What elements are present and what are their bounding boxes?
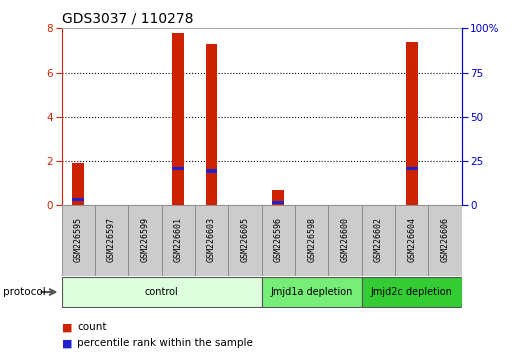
Bar <box>172 33 184 205</box>
Text: GSM226604: GSM226604 <box>407 217 416 262</box>
Text: GSM226603: GSM226603 <box>207 217 216 262</box>
Text: GSM226595: GSM226595 <box>74 217 83 262</box>
Bar <box>272 201 284 204</box>
Text: GSM226598: GSM226598 <box>307 217 316 262</box>
Bar <box>406 42 418 205</box>
Bar <box>228 205 262 276</box>
Bar <box>128 205 162 276</box>
Bar <box>206 169 218 173</box>
Text: GDS3037 / 110278: GDS3037 / 110278 <box>62 12 193 26</box>
Text: percentile rank within the sample: percentile rank within the sample <box>77 338 253 348</box>
Text: Jmjd1a depletion: Jmjd1a depletion <box>270 287 353 297</box>
Text: protocol: protocol <box>3 287 45 297</box>
Bar <box>362 277 462 307</box>
Bar <box>328 205 362 276</box>
Bar <box>72 198 84 201</box>
Bar <box>172 167 184 171</box>
Bar <box>72 163 84 205</box>
Text: GSM226601: GSM226601 <box>174 217 183 262</box>
Bar <box>262 205 295 276</box>
Bar <box>428 205 462 276</box>
Text: ■: ■ <box>62 322 72 332</box>
Bar <box>62 277 262 307</box>
Bar <box>395 205 428 276</box>
Bar <box>162 205 195 276</box>
Text: control: control <box>145 287 179 297</box>
Bar <box>95 205 128 276</box>
Text: count: count <box>77 322 107 332</box>
Bar <box>362 205 395 276</box>
Bar <box>295 205 328 276</box>
Text: GSM226606: GSM226606 <box>441 217 449 262</box>
Bar <box>262 277 362 307</box>
Bar <box>62 205 95 276</box>
Text: GSM226597: GSM226597 <box>107 217 116 262</box>
Text: Jmjd2c depletion: Jmjd2c depletion <box>371 287 452 297</box>
Bar <box>406 167 418 171</box>
Bar <box>195 205 228 276</box>
Bar <box>272 190 284 205</box>
Bar <box>206 44 218 205</box>
Text: GSM226600: GSM226600 <box>341 217 349 262</box>
Text: GSM226602: GSM226602 <box>374 217 383 262</box>
Text: GSM226605: GSM226605 <box>241 217 249 262</box>
Text: GSM226599: GSM226599 <box>141 217 149 262</box>
Text: ■: ■ <box>62 338 72 348</box>
Text: GSM226596: GSM226596 <box>274 217 283 262</box>
